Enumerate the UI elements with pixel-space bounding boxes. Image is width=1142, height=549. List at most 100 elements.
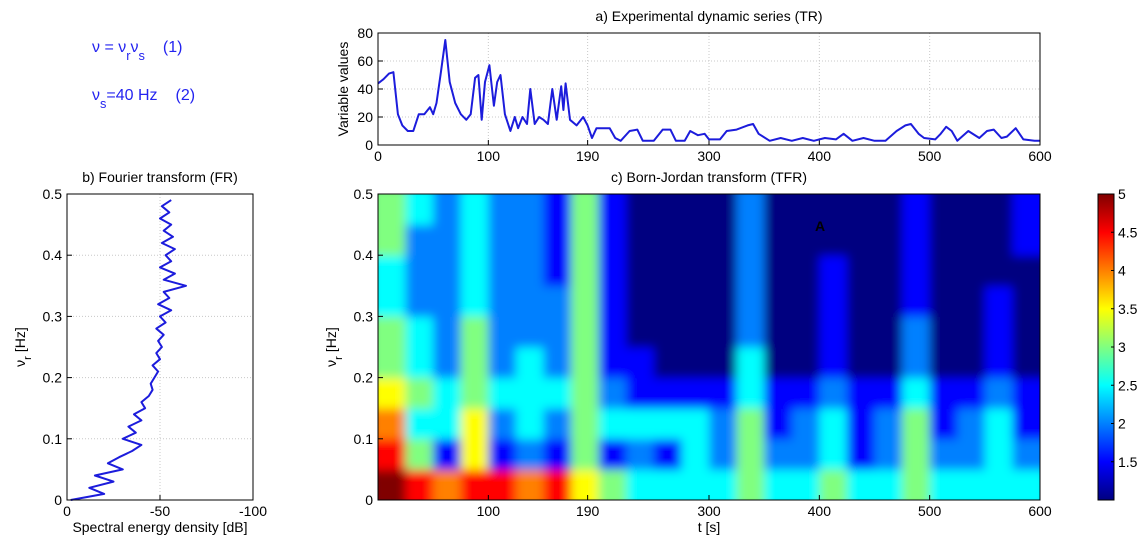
x-tick-label: -50 bbox=[150, 503, 170, 519]
heatmap-cell bbox=[902, 194, 931, 226]
y-axis-label-part: [Hz] bbox=[323, 327, 339, 352]
heatmap-cell bbox=[571, 224, 600, 256]
heatmap-cell bbox=[488, 316, 517, 348]
heatmap-cell bbox=[819, 285, 848, 317]
heatmap-cell bbox=[543, 255, 572, 287]
heatmap-cell bbox=[984, 347, 1013, 379]
y-tick-label: 0.4 bbox=[43, 247, 63, 263]
x-tick-label: 300 bbox=[697, 148, 721, 164]
heatmap-cell bbox=[405, 285, 434, 317]
equation-part: ν bbox=[92, 87, 100, 104]
heatmap-cell bbox=[543, 408, 572, 440]
heatmap-cell bbox=[846, 408, 875, 440]
heatmap-cell bbox=[653, 194, 682, 226]
data-line bbox=[377, 39, 1040, 142]
heatmap-cell bbox=[433, 224, 462, 256]
heatmap-cell bbox=[736, 469, 765, 500]
heatmap-cell bbox=[460, 194, 489, 226]
heatmap-cell bbox=[626, 347, 655, 379]
heatmap-cell bbox=[681, 438, 710, 470]
heatmap-cell bbox=[653, 438, 682, 470]
y-tick-label: 0.4 bbox=[354, 247, 374, 263]
heatmap-cell bbox=[515, 194, 544, 226]
heatmap-cell bbox=[1012, 408, 1040, 440]
heatmap-cell bbox=[460, 224, 489, 256]
heatmap-cell bbox=[957, 408, 986, 440]
x-tick-label: 400 bbox=[808, 148, 832, 164]
heatmap-cell bbox=[378, 469, 407, 500]
heatmap-cell bbox=[874, 469, 903, 500]
heatmap-cell bbox=[598, 285, 627, 317]
y-tick-label: 0 bbox=[365, 492, 373, 508]
heatmap-cell bbox=[874, 347, 903, 379]
heatmap-cell bbox=[681, 285, 710, 317]
heatmap-cell bbox=[736, 377, 765, 409]
heatmap-cell bbox=[598, 255, 627, 287]
heatmap-cell bbox=[736, 194, 765, 226]
heatmap-cell bbox=[902, 438, 931, 470]
equation: νs=40 Hz (2) bbox=[92, 87, 195, 111]
heatmap-cell bbox=[846, 469, 875, 500]
heatmap-cell bbox=[460, 408, 489, 440]
heatmap-cell bbox=[846, 438, 875, 470]
heatmap-cell bbox=[681, 316, 710, 348]
heatmap-cell bbox=[405, 347, 434, 379]
heatmap-cell bbox=[460, 469, 489, 500]
chart-title: b) Fourier transform (FR) bbox=[82, 169, 238, 185]
heatmap-cell bbox=[819, 194, 848, 226]
equation-part: (1) bbox=[163, 39, 183, 56]
heatmap-cell bbox=[571, 377, 600, 409]
heatmap-cell bbox=[543, 316, 572, 348]
heatmap-cell bbox=[378, 438, 407, 470]
heatmap-cell bbox=[709, 194, 738, 226]
x-tick-label: 400 bbox=[808, 503, 832, 519]
heatmap-cell bbox=[543, 469, 572, 500]
heatmap-cell bbox=[488, 377, 517, 409]
heatmap-cell bbox=[626, 438, 655, 470]
heatmap-cell bbox=[488, 224, 517, 256]
heatmap-cell bbox=[515, 438, 544, 470]
heatmap-cell bbox=[902, 316, 931, 348]
heatmap-cell bbox=[378, 285, 407, 317]
heatmap-cell bbox=[791, 377, 820, 409]
heatmap-cell bbox=[433, 285, 462, 317]
heatmap-cell bbox=[709, 438, 738, 470]
heatmap-cell bbox=[819, 377, 848, 409]
heatmap-cell bbox=[984, 408, 1013, 440]
heatmap bbox=[378, 194, 1040, 500]
heatmap-cell bbox=[984, 316, 1013, 348]
chart-title: c) Born-Jordan transform (TFR) bbox=[611, 169, 807, 185]
x-tick-label: -100 bbox=[239, 503, 267, 519]
heatmap-cell bbox=[515, 347, 544, 379]
heatmap-cell bbox=[515, 224, 544, 256]
heatmap-cell bbox=[1012, 469, 1040, 500]
heatmap-cell bbox=[571, 194, 600, 226]
x-axis-label: Spectral energy density [dB] bbox=[72, 519, 247, 535]
heatmap-cell bbox=[681, 469, 710, 500]
heatmap-cell bbox=[929, 224, 958, 256]
heatmap-cell bbox=[598, 316, 627, 348]
heatmap-cell bbox=[874, 408, 903, 440]
heatmap-cell bbox=[819, 255, 848, 287]
heatmap-cell bbox=[984, 194, 1013, 226]
x-tick-label: 190 bbox=[576, 148, 600, 164]
heatmap-cell bbox=[653, 224, 682, 256]
heatmap-cell bbox=[598, 224, 627, 256]
heatmap-cell bbox=[764, 377, 793, 409]
heatmap-cell bbox=[681, 408, 710, 440]
heatmap-cell bbox=[681, 347, 710, 379]
heatmap-cell bbox=[929, 469, 958, 500]
y-tick-label: 20 bbox=[357, 109, 373, 125]
heatmap-cell bbox=[460, 316, 489, 348]
heatmap-cell bbox=[736, 285, 765, 317]
colorbar-tick-label: 3.5 bbox=[1118, 301, 1138, 317]
y-tick-label: 0.2 bbox=[354, 370, 374, 386]
heatmap-cell bbox=[626, 408, 655, 440]
heatmap-cell bbox=[736, 316, 765, 348]
heatmap-cell bbox=[433, 255, 462, 287]
heatmap-cell bbox=[1012, 224, 1040, 256]
heatmap-cell bbox=[846, 347, 875, 379]
heatmap-cell bbox=[378, 377, 407, 409]
heatmap-cell bbox=[984, 469, 1013, 500]
heatmap-cell bbox=[819, 347, 848, 379]
